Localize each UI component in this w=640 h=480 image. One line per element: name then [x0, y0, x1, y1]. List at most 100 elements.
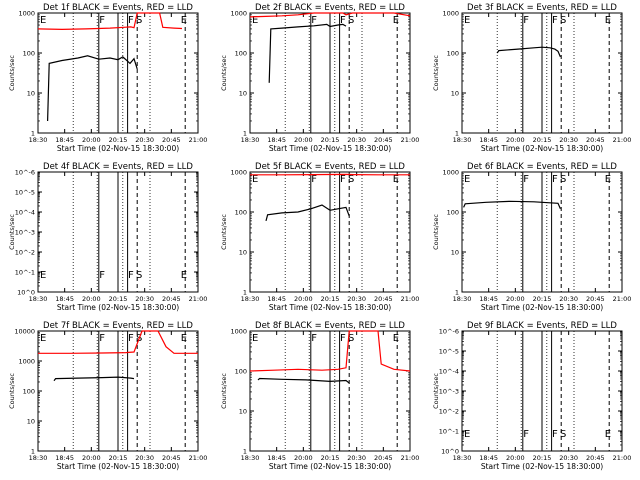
x-tick-label: 21:00: [613, 454, 632, 462]
y-tick-label: 10: [239, 408, 247, 416]
flag-label: F: [552, 429, 558, 440]
flag-label: E: [40, 270, 46, 281]
flag-label: F: [340, 15, 346, 26]
y-tick-label: 1: [243, 289, 247, 297]
x-tick-label: 18:45: [479, 295, 498, 303]
flag-label: F: [128, 333, 134, 344]
y-tick-label: 1000: [230, 328, 247, 336]
flag-label: F: [128, 15, 134, 26]
x-tick-label: 20:30: [559, 136, 578, 144]
y-tick-label: 10^-3: [439, 388, 459, 396]
lld-series-line: [249, 330, 411, 372]
x-tick-label: 20:45: [586, 454, 605, 462]
x-tick-label: 20:00: [506, 136, 525, 144]
y-axis-title: Counts/sec: [432, 373, 440, 409]
x-tick-label: 20:15: [321, 295, 340, 303]
x-tick-label: 20:30: [347, 136, 366, 144]
x-tick-label: 21:00: [189, 136, 208, 144]
x-tick-label: 21:00: [613, 295, 632, 303]
lld-series-line: [38, 330, 198, 354]
y-tick-label: 10^-6: [15, 169, 35, 177]
x-tick-label: 20:45: [162, 295, 181, 303]
flag-label: E: [252, 174, 258, 185]
x-tick-label: 18:30: [453, 136, 472, 144]
chart-panel-9: Det 9f BLACK = Events, RED = LLD 10^0 10^-…: [432, 321, 631, 471]
x-tick-label: 18:30: [453, 454, 472, 462]
x-axis-title: Start Time (02-Nov-15 18:30:00): [269, 303, 391, 312]
panel-title: Det 8f BLACK = Events, RED = LLD: [255, 321, 405, 331]
flag-label: F: [523, 429, 529, 440]
x-axis-title: Start Time (02-Nov-15 18:30:00): [57, 462, 179, 471]
panel-title: Det 7f BLACK = Events, RED = LLD: [43, 321, 193, 331]
x-axis-title: Start Time (02-Nov-15 18:30:00): [57, 144, 179, 153]
flag-label: F: [340, 333, 346, 344]
y-tick-label: 100: [447, 50, 459, 58]
flag-label: E: [40, 333, 46, 344]
flag-label: S: [136, 270, 142, 281]
x-tick-label: 20:15: [321, 454, 340, 462]
y-tick-label: 10^-2: [15, 249, 35, 257]
x-tick-label: 18:45: [55, 136, 74, 144]
y-axis-title: Counts/sec: [8, 214, 16, 250]
y-tick-label: 10: [27, 90, 35, 98]
x-tick-label: 18:45: [479, 136, 498, 144]
y-tick-label: 10^-4: [15, 209, 35, 217]
lld-series-line: [249, 12, 411, 18]
x-tick-label: 20:45: [162, 136, 181, 144]
x-tick-label: 18:30: [241, 295, 260, 303]
x-tick-label: 18:30: [241, 454, 260, 462]
flag-label: E: [252, 333, 258, 344]
events-series-line: [257, 377, 350, 384]
y-tick-label: 10^-1: [439, 428, 459, 436]
chart-panel-8: Det 8f BLACK = Events, RED = LLD 1 10 100 10…: [220, 321, 419, 471]
x-tick-label: 20:00: [82, 136, 101, 144]
y-tick-label: 100: [235, 209, 247, 217]
x-tick-label: 18:30: [29, 454, 48, 462]
x-tick-label: 21:00: [189, 295, 208, 303]
flag-label: F: [99, 15, 105, 26]
flag-label: S: [348, 333, 354, 344]
y-tick-label: 10: [27, 418, 35, 426]
y-tick-label: 1000: [230, 169, 247, 177]
flag-label: E: [252, 15, 258, 26]
flag-label: S: [560, 15, 566, 26]
flag-label: F: [552, 15, 558, 26]
x-tick-label: 18:45: [55, 295, 74, 303]
x-tick-label: 20:00: [506, 454, 525, 462]
x-tick-label: 20:00: [82, 295, 101, 303]
x-tick-label: 20:30: [135, 454, 154, 462]
x-tick-label: 21:00: [613, 136, 632, 144]
x-axis-title: Start Time (02-Nov-15 18:30:00): [481, 462, 603, 471]
x-tick-label: 20:45: [162, 454, 181, 462]
x-tick-label: 20:45: [374, 454, 393, 462]
flag-label: E: [464, 174, 470, 185]
flag-label: E: [393, 174, 399, 185]
x-tick-label: 20:45: [374, 136, 393, 144]
chart-panel-5: Det 5f BLACK = Events, RED = LLD 1 10 100 10…: [220, 162, 419, 312]
flag-label: E: [181, 270, 187, 281]
x-tick-label: 20:30: [347, 295, 366, 303]
chart-panel-3: Det 3f BLACK = Events, RED = LLD 1 10 100 10…: [432, 3, 631, 153]
flag-label: F: [340, 174, 346, 185]
x-tick-label: 20:30: [347, 454, 366, 462]
y-tick-label: 100: [447, 209, 459, 217]
flag-label: S: [348, 174, 354, 185]
x-tick-label: 20:30: [135, 295, 154, 303]
flag-label: F: [128, 270, 134, 281]
flag-label: E: [181, 15, 187, 26]
y-tick-label: 1000: [230, 10, 247, 18]
chart-panel-6: Det 6f BLACK = Events, RED = LLD 1 10 100 10…: [432, 162, 631, 312]
y-tick-label: 1: [243, 448, 247, 456]
flag-label: S: [136, 15, 142, 26]
y-axis-title: Counts/sec: [220, 214, 228, 250]
y-tick-label: 1000: [18, 358, 35, 366]
x-tick-label: 20:15: [533, 454, 552, 462]
y-tick-label: 10^-3: [15, 229, 35, 237]
flag-label: E: [181, 333, 187, 344]
x-tick-label: 20:00: [82, 454, 101, 462]
events-series-line: [463, 200, 561, 210]
y-tick-label: 10: [451, 90, 459, 98]
flag-label: F: [311, 174, 317, 185]
x-tick-label: 18:30: [453, 295, 472, 303]
